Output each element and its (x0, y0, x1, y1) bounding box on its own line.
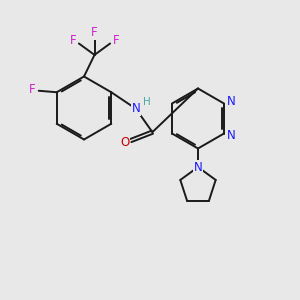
Text: N: N (227, 94, 236, 108)
Text: F: F (91, 26, 98, 39)
Text: F: F (29, 83, 35, 96)
Text: N: N (194, 160, 202, 174)
Text: N: N (131, 102, 140, 115)
Text: N: N (227, 129, 236, 142)
Text: H: H (142, 97, 150, 107)
Text: O: O (120, 136, 129, 149)
Text: F: F (113, 34, 119, 47)
Text: F: F (70, 34, 76, 47)
